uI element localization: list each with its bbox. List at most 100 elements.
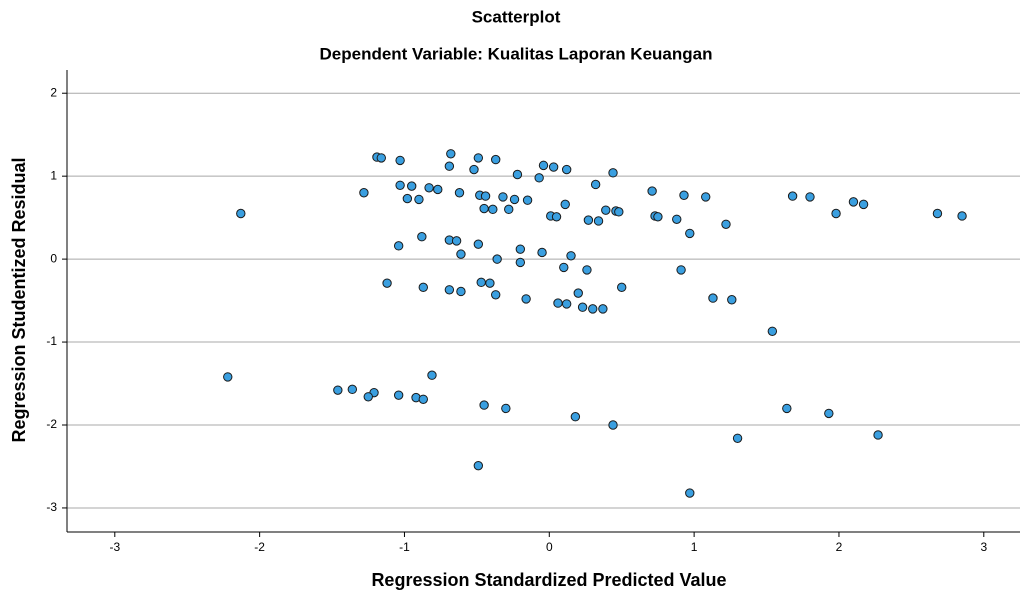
point (582, 265, 592, 275)
point (727, 295, 737, 305)
point (787, 191, 798, 201)
point (395, 155, 405, 166)
y-tick-label: 0 (50, 251, 57, 265)
point (444, 161, 455, 171)
point (491, 154, 501, 165)
point (701, 192, 711, 202)
point (446, 149, 456, 159)
point (515, 244, 526, 254)
point (522, 195, 533, 205)
point (480, 191, 491, 201)
point (473, 239, 484, 249)
chart-title: Scatterplot (472, 7, 561, 26)
point (473, 460, 484, 471)
point (492, 254, 502, 264)
point (444, 285, 455, 295)
point (395, 180, 405, 190)
point (417, 232, 427, 242)
point (831, 208, 841, 219)
point (553, 298, 563, 308)
point (456, 286, 466, 297)
point (685, 228, 695, 239)
point (679, 190, 689, 200)
y-tick-label: -2 (46, 417, 57, 431)
point (559, 262, 569, 273)
x-tick-label: 0 (546, 540, 553, 554)
point (561, 164, 572, 175)
point (573, 288, 583, 298)
point (451, 236, 462, 246)
point (570, 412, 581, 422)
point (577, 302, 588, 312)
point (393, 390, 404, 400)
point (593, 216, 604, 226)
point (414, 194, 424, 205)
point (617, 282, 627, 293)
point (590, 179, 601, 190)
point (473, 153, 484, 163)
point (485, 278, 495, 288)
point (456, 249, 466, 259)
point (407, 181, 417, 191)
point (236, 208, 246, 219)
point (598, 304, 608, 314)
point (848, 197, 859, 207)
point (359, 188, 369, 198)
point (333, 385, 343, 395)
point (548, 162, 559, 172)
point (588, 304, 598, 314)
point (805, 192, 815, 202)
x-tick-label: -1 (399, 540, 410, 554)
point (418, 282, 428, 293)
point (676, 265, 686, 275)
point (672, 214, 682, 224)
chart-subtitle: Dependent Variable: Kualitas Laporan Keu… (320, 44, 713, 63)
point (932, 208, 943, 219)
x-tick-label: -3 (109, 540, 120, 554)
point (824, 408, 834, 419)
y-tick-label: 2 (50, 85, 57, 99)
point (521, 294, 531, 304)
point (708, 293, 718, 303)
point (488, 204, 498, 215)
point (498, 192, 508, 202)
point (858, 199, 869, 210)
point (782, 403, 792, 414)
x-tick-label: 1 (691, 540, 698, 554)
point (608, 168, 618, 178)
point (614, 207, 624, 217)
point (376, 153, 386, 163)
point (732, 433, 743, 443)
point (402, 193, 413, 204)
y-axis-label: Regression Studentized Residual (9, 157, 29, 442)
point (433, 184, 443, 195)
x-tick-label: -2 (254, 540, 265, 554)
point (515, 257, 526, 268)
point (347, 384, 358, 395)
point (469, 164, 479, 175)
point (653, 212, 663, 222)
x-axis-label: Regression Standardized Predicted Value (371, 570, 726, 590)
x-tick-label: 3 (980, 540, 987, 554)
point (873, 430, 883, 440)
point (538, 160, 549, 171)
point (566, 251, 576, 261)
point (509, 194, 520, 205)
point (608, 420, 618, 430)
point (393, 241, 404, 251)
point (561, 299, 572, 309)
point (427, 370, 437, 380)
point (363, 392, 373, 402)
point (382, 278, 392, 288)
point (418, 394, 428, 404)
point (560, 199, 570, 210)
point (501, 403, 511, 414)
point (454, 188, 465, 198)
point (479, 400, 489, 410)
point (424, 183, 434, 193)
point (223, 372, 233, 382)
point (685, 488, 695, 498)
x-tick-label: 2 (836, 540, 843, 554)
point (957, 211, 967, 221)
